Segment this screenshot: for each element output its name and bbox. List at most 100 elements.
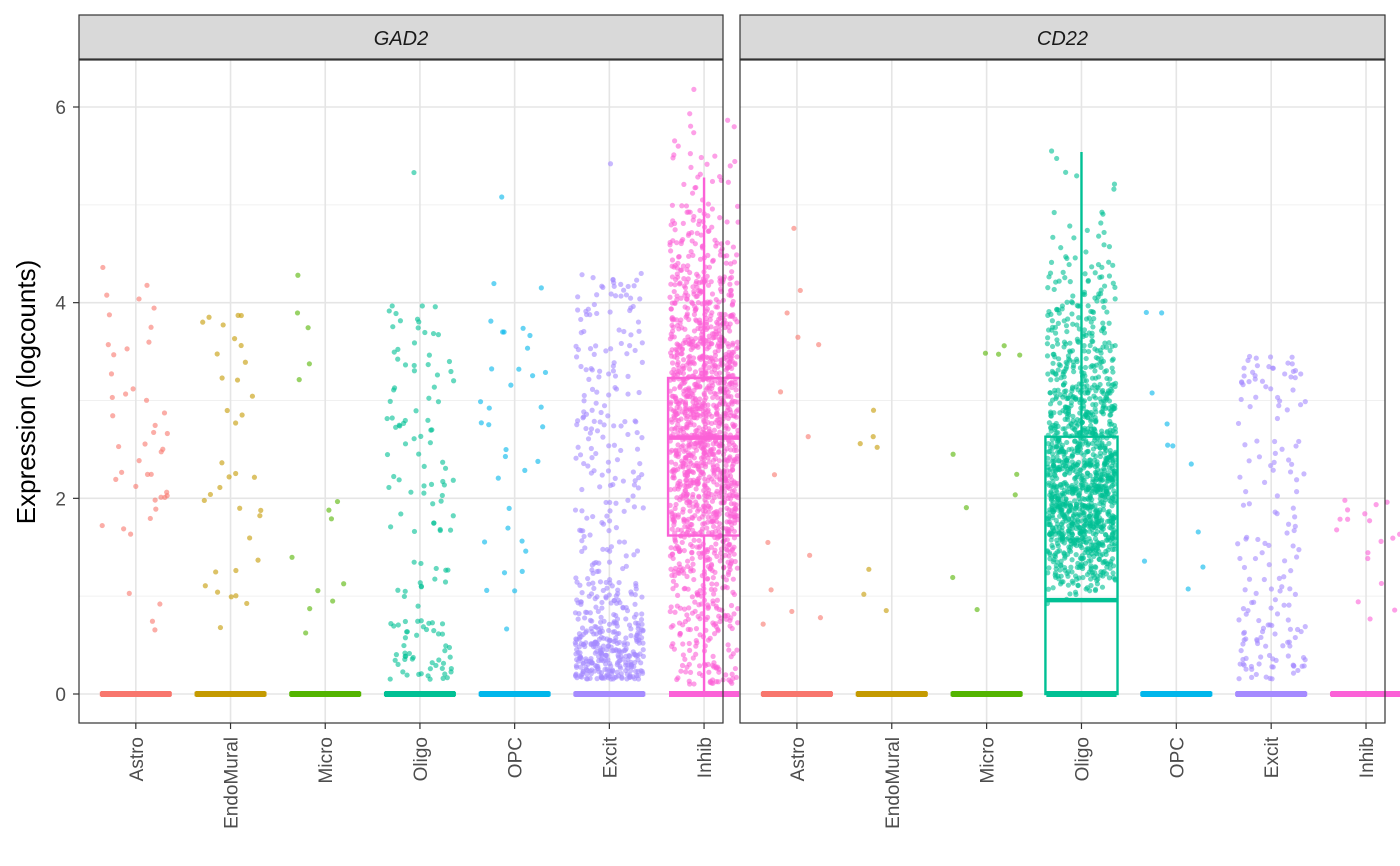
data-point <box>707 635 713 641</box>
data-point <box>1378 580 1385 587</box>
data-point <box>716 299 722 305</box>
data-point <box>690 359 696 366</box>
data-point <box>1049 324 1056 330</box>
data-point <box>1249 666 1255 672</box>
data-point <box>963 505 969 511</box>
data-point <box>402 635 409 641</box>
data-point <box>1235 420 1242 427</box>
data-point <box>668 545 674 551</box>
data-point <box>628 332 634 338</box>
data-point <box>673 582 679 588</box>
data-point <box>1108 452 1115 458</box>
data-point <box>1092 295 1098 301</box>
x-tick-label-gad2-astro: Astro <box>127 737 148 781</box>
data-point <box>1049 451 1056 457</box>
data-point <box>257 513 263 519</box>
data-point <box>701 417 707 423</box>
data-point <box>618 447 624 454</box>
data-point <box>728 615 734 621</box>
data-point <box>1101 462 1107 468</box>
data-point <box>713 391 719 397</box>
data-point <box>1260 625 1267 631</box>
data-point <box>640 505 646 511</box>
data-point <box>715 628 721 634</box>
data-point <box>734 203 741 209</box>
data-point <box>608 663 614 669</box>
data-point <box>580 631 586 638</box>
data-point <box>692 343 698 349</box>
data-point <box>639 611 645 617</box>
data-point <box>735 605 741 612</box>
data-point <box>1055 549 1061 555</box>
data-point <box>606 592 612 598</box>
data-point <box>1281 574 1287 580</box>
data-point <box>99 522 105 529</box>
box <box>1044 435 1119 696</box>
data-point <box>1045 335 1051 341</box>
data-point <box>602 666 608 672</box>
data-point <box>1292 375 1298 381</box>
data-point <box>1170 443 1176 449</box>
data-point <box>701 503 707 510</box>
data-point <box>219 460 225 466</box>
data-point <box>688 346 694 353</box>
data-point <box>724 446 730 452</box>
data-point <box>1049 437 1055 443</box>
data-point <box>680 566 686 572</box>
data-point <box>674 355 680 361</box>
data-point <box>1054 537 1060 543</box>
data-point <box>522 467 528 474</box>
data-point <box>714 304 721 310</box>
data-point <box>686 253 692 259</box>
data-point <box>504 626 510 632</box>
data-point <box>667 487 674 493</box>
data-point <box>1061 513 1067 519</box>
data-point <box>326 507 332 513</box>
data-point <box>201 497 207 504</box>
data-point <box>160 446 166 452</box>
data-point <box>784 310 790 316</box>
data-point <box>1253 590 1259 596</box>
data-point <box>1165 442 1171 448</box>
data-point <box>698 463 705 469</box>
data-point <box>441 482 447 488</box>
data-point <box>680 399 686 405</box>
data-point <box>1272 450 1278 456</box>
data-point <box>729 401 735 407</box>
data-point <box>696 663 703 669</box>
data-point <box>711 550 717 556</box>
data-point <box>725 484 731 490</box>
data-point <box>583 411 590 417</box>
data-point <box>725 117 731 123</box>
data-point <box>673 461 679 467</box>
data-point <box>1109 556 1116 562</box>
data-point <box>1240 641 1246 647</box>
data-point <box>1048 377 1054 383</box>
data-point <box>404 672 410 678</box>
data-point <box>627 343 633 349</box>
data-point <box>489 366 495 372</box>
data-point <box>387 398 393 404</box>
data-point <box>674 293 680 299</box>
data-point <box>1048 259 1055 265</box>
data-point <box>697 207 703 214</box>
data-point <box>687 111 693 117</box>
data-point <box>1295 667 1301 674</box>
data-point <box>1077 467 1083 473</box>
group-gad2-opc <box>477 194 551 697</box>
data-point <box>1087 492 1093 499</box>
data-point <box>442 465 449 471</box>
data-point <box>1081 531 1087 538</box>
data-point <box>711 664 717 670</box>
data-point <box>411 169 417 176</box>
data-point <box>428 481 435 487</box>
data-point <box>604 671 610 678</box>
data-point <box>444 675 450 681</box>
data-point <box>719 484 725 491</box>
data-point <box>1086 497 1092 503</box>
data-point <box>1091 393 1097 399</box>
data-point <box>1084 505 1091 511</box>
data-point <box>1089 440 1096 447</box>
data-point <box>437 526 443 533</box>
data-point <box>731 611 737 617</box>
